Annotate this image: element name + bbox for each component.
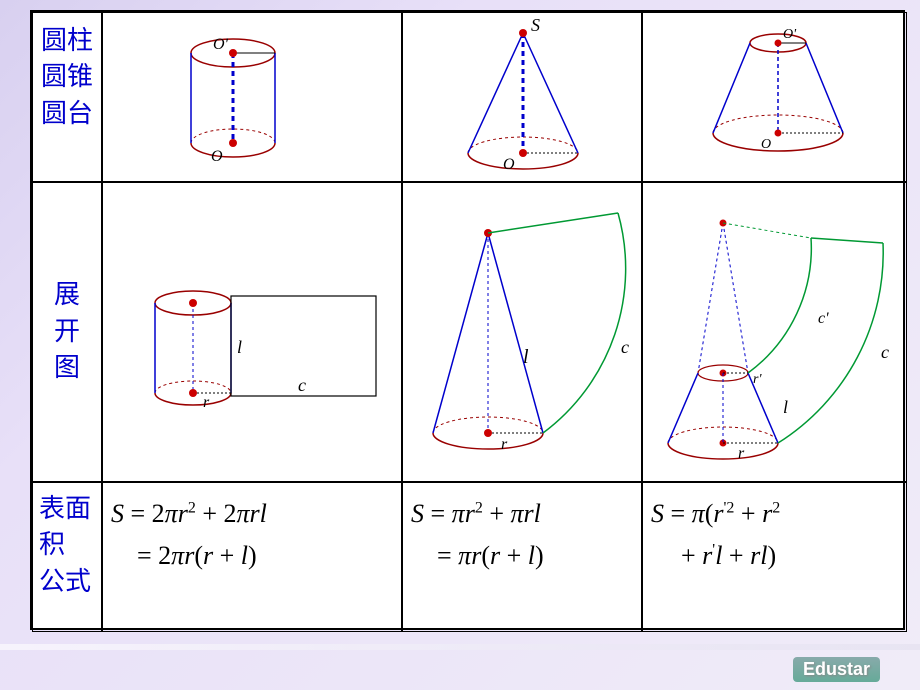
cylinder-formula-2: = 2πr(r + l)	[111, 535, 393, 577]
label-unfold-3: 图	[54, 350, 80, 386]
label-formula: 公式	[39, 564, 91, 600]
label-unfold-2: 开	[54, 314, 80, 350]
svg-text:S: S	[531, 15, 540, 35]
cone-formula-1: S = πr2 + πrl	[411, 493, 633, 535]
svg-text:c: c	[298, 375, 306, 395]
frustum-formula-cell: S = π(r'2 + r2 + r'l + rl)	[642, 482, 907, 632]
footer-logo: Edustar	[793, 657, 880, 682]
label-unfold-1: 展	[54, 277, 80, 313]
cone-formula-cell: S = πr2 + πrl = πr(r + l)	[402, 482, 642, 632]
cone-formula-2: = πr(r + l)	[411, 535, 633, 577]
svg-text:c: c	[621, 337, 629, 357]
svg-text:r': r'	[753, 372, 762, 387]
svg-text:r: r	[738, 445, 745, 462]
cylinder-3d-cell: O' O	[102, 12, 402, 182]
label-surface: 表面	[39, 491, 91, 527]
label-area: 积	[39, 527, 65, 563]
svg-text:O: O	[211, 148, 223, 165]
cylinder-unfold-cell: l c r	[102, 182, 402, 482]
svg-text:r: r	[203, 394, 210, 411]
label-cone: 圆锥	[41, 59, 93, 95]
row3-header: 表面 积 公式	[32, 482, 102, 632]
frustum-formula-1: S = π(r'2 + r2	[651, 493, 898, 535]
svg-text:O': O'	[783, 27, 797, 42]
label-frustum: 圆台	[41, 96, 93, 132]
cone-unfold-cell: l c r	[402, 182, 642, 482]
svg-text:c: c	[881, 342, 889, 362]
svg-text:l: l	[783, 397, 788, 417]
frustum-3d-cell: O' O	[642, 12, 907, 182]
geometry-table: 圆柱 圆锥 圆台 O' O S O	[30, 10, 905, 630]
label-cylinder: 圆柱	[41, 23, 93, 59]
cone-3d-cell: S O	[402, 12, 642, 182]
svg-text:r: r	[501, 436, 508, 453]
cylinder-formula-1: S = 2πr2 + 2πrl	[111, 493, 393, 535]
svg-text:l: l	[523, 346, 529, 368]
svg-text:O: O	[761, 137, 771, 152]
svg-text:O': O'	[213, 36, 229, 53]
cylinder-unfold: l c r	[103, 183, 402, 482]
cylinder-3d: O' O	[103, 13, 402, 182]
cone-3d: S O	[403, 13, 642, 182]
cylinder-formula-cell: S = 2πr2 + 2πrl = 2πr(r + l)	[102, 482, 402, 632]
frustum-unfold: c' c l r' r	[643, 183, 907, 482]
row1-header: 圆柱 圆锥 圆台	[32, 12, 102, 182]
frustum-3d: O' O	[643, 13, 907, 182]
svg-text:O: O	[503, 156, 515, 173]
row2-header: 展 开 图	[32, 182, 102, 482]
cone-unfold: l c r	[403, 183, 642, 482]
frustum-unfold-cell: c' c l r' r	[642, 182, 907, 482]
svg-text:l: l	[237, 337, 242, 357]
svg-text:c': c'	[818, 310, 829, 327]
frustum-formula-2: + r'l + rl)	[651, 535, 898, 577]
